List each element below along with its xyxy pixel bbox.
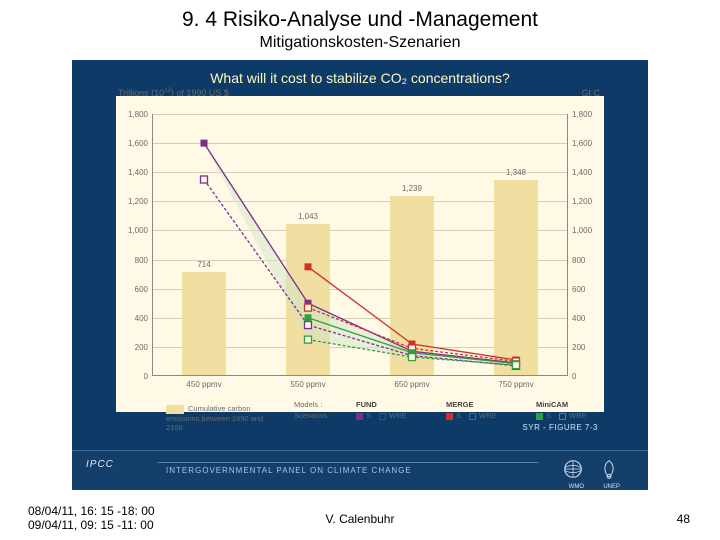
panel-title: What will it cost to stabilize CO₂ conce…	[72, 60, 648, 90]
series-marker-fund_wre	[305, 322, 312, 329]
legend-col-head: MiniCAM	[536, 400, 595, 409]
y-tick-left: 1,800	[118, 110, 148, 119]
legend-marker-icon	[536, 413, 543, 420]
ipcc-logo: IPCC	[86, 459, 114, 470]
legend-item: WRE	[379, 411, 407, 420]
series-marker-merge_wre	[305, 304, 312, 311]
legend-item: WRE	[559, 411, 587, 420]
legend-col-merge: MERGE S WRE	[446, 400, 505, 420]
y-tick-left: 0	[118, 372, 148, 381]
bar-swatch-icon	[166, 405, 184, 414]
panel-footer-strip: IPCC INTERGOVERNMENTAL PANEL ON CLIMATE …	[72, 450, 648, 490]
chart-lines-svg	[152, 114, 568, 376]
slide-subtitle: Mitigationskosten-Szenarien	[0, 32, 720, 52]
series-marker-minicam_s	[305, 314, 312, 321]
chart-box: 0 0 200 200 400 400 600 600 800 800 1,000 1,000 1,20…	[116, 96, 604, 412]
legend-col-head: FUND	[356, 400, 415, 409]
series-marker-merge_s	[305, 263, 312, 270]
y-tick-left: 600	[118, 285, 148, 294]
x-tick-label: 750 ppmv	[498, 380, 533, 389]
y-tick-left: 1,400	[118, 168, 148, 177]
footer-author: V. Calenbuhr	[0, 512, 720, 526]
legend-item: WRE	[469, 411, 497, 420]
y-tick-right: 1,800	[572, 110, 602, 119]
y-tick-right: 200	[572, 343, 602, 352]
y-tick-left: 1,200	[118, 197, 148, 206]
y-tick-right: 1,400	[572, 168, 602, 177]
y-tick-right: 1,200	[572, 197, 602, 206]
y-tick-left: 200	[118, 343, 148, 352]
legend-marker-icon	[446, 413, 453, 420]
legend-col-minicam: MiniCAM S WRE	[536, 400, 595, 420]
legend-marker-icon	[379, 413, 386, 420]
series-marker-fund_wre	[201, 176, 208, 183]
legend-marker-icon	[469, 413, 476, 420]
y-tick-right: 600	[572, 285, 602, 294]
unep-logo-icon	[598, 458, 620, 480]
slide-title: 9. 4 Risiko-Analyse und -Management	[0, 0, 720, 32]
legend-marker-icon	[559, 413, 566, 420]
legend-scenarios-label: Scenarios :	[294, 411, 332, 420]
x-tick-label: 450 ppmv	[186, 380, 221, 389]
legend-marker-icon	[356, 413, 363, 420]
ipcc-panel: What will it cost to stabilize CO₂ conce…	[72, 60, 648, 490]
unep-label: UNEP	[603, 484, 620, 490]
y-tick-left: 800	[118, 256, 148, 265]
legend-models-label: Models :	[294, 400, 332, 409]
y-tick-right: 1,000	[572, 226, 602, 235]
series-marker-minicam_wre	[305, 336, 312, 343]
series-marker-minicam_wre	[409, 354, 416, 361]
y-tick-right: 800	[572, 256, 602, 265]
figure-ref: SYR - FIGURE 7-3	[522, 423, 598, 432]
ipcc-full-name: INTERGOVERNMENTAL PANEL ON CLIMATE CHANG…	[158, 462, 538, 476]
x-tick-label: 550 ppmv	[290, 380, 325, 389]
legend-item: S	[536, 411, 551, 420]
y-tick-left: 1,600	[118, 139, 148, 148]
footer-page-number: 48	[677, 512, 690, 526]
y-tick-right: 400	[572, 314, 602, 323]
y-tick-left: 400	[118, 314, 148, 323]
y-tick-left: 1,000	[118, 226, 148, 235]
y-tick-right: 0	[572, 372, 602, 381]
legend-models-block: Models : Scenarios :	[294, 400, 332, 420]
slide-footer: 08/04/11, 16: 15 -18: 00 09/04/11, 09: 1…	[0, 494, 720, 540]
chart-legend: Cumulative carbon emissions between 1990…	[156, 400, 652, 444]
plot-area: 002002004004006006008008001,0001,0001,20…	[152, 114, 568, 376]
legend-item: S	[356, 411, 371, 420]
series-marker-fund_s	[201, 140, 208, 147]
wmo-label: WMO	[569, 484, 584, 490]
legend-item: S	[446, 411, 461, 420]
x-tick-label: 650 ppmv	[394, 380, 429, 389]
cost-range-shade	[204, 143, 516, 365]
y-tick-right: 1,600	[572, 139, 602, 148]
legend-col-fund: FUND S WRE	[356, 400, 415, 420]
series-marker-minicam_wre	[513, 362, 520, 369]
legend-cumulative: Cumulative carbon emissions between 1990…	[166, 404, 276, 432]
wmo-logo-icon	[562, 458, 584, 480]
legend-col-head: MERGE	[446, 400, 505, 409]
